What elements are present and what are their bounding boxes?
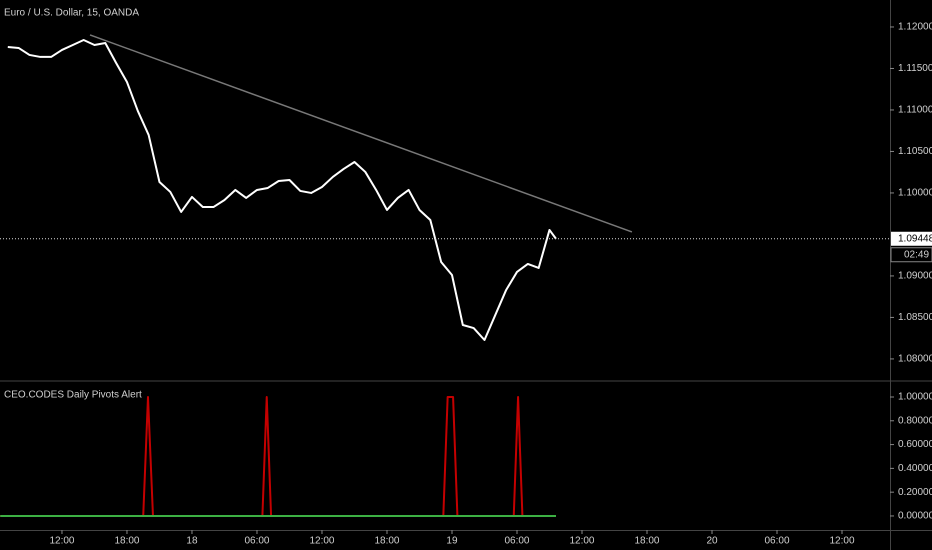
x-tick-label: 06:00: [244, 536, 269, 547]
x-tick-label: 12:00: [829, 536, 854, 547]
countdown-box: [890, 247, 932, 263]
y-tick-label: 1.10500: [898, 146, 932, 157]
x-tick-label: 06:00: [764, 536, 789, 547]
x-tick-label: 12:00: [49, 536, 74, 547]
indicator-title: CEO.CODES Daily Pivots Alert: [4, 390, 142, 401]
y-tick-label: 1.09000: [898, 271, 932, 282]
x-tick-label: 18: [186, 536, 198, 547]
x-tick-label: 20: [706, 536, 718, 547]
y-tick-label: 1.00000: [898, 392, 932, 403]
chart-title: Euro / U.S. Dollar, 15, OANDA: [4, 8, 139, 19]
y-tick-label: 0.40000: [898, 463, 932, 474]
y-tick-label: 1.08500: [898, 312, 932, 323]
x-tick-label: 19: [446, 536, 458, 547]
x-tick-label: 12:00: [309, 536, 334, 547]
countdown-label: 02:49: [904, 249, 929, 260]
last-price-box: [891, 231, 932, 246]
x-tick-label: 18:00: [634, 536, 659, 547]
x-tick-label: 18:00: [374, 536, 399, 547]
x-tick-label: 12:00: [569, 536, 594, 547]
trendline: [89, 34, 633, 233]
y-tick-label: 1.10000: [898, 188, 932, 199]
y-tick-label: 1.12000: [898, 22, 932, 33]
y-tick-label: 1.11000: [898, 105, 932, 116]
x-tick-label: 18:00: [114, 536, 139, 547]
last-price-label: 1.09448: [898, 233, 932, 244]
y-tick-label: 1.11500: [898, 63, 932, 74]
y-tick-label: 0.80000: [898, 415, 932, 426]
y-tick-label: 0.20000: [898, 487, 932, 498]
y-tick-label: 1.08000: [898, 354, 932, 365]
y-tick-label: 0.60000: [898, 439, 932, 450]
x-tick-label: 06:00: [504, 536, 529, 547]
series-line: [7, 39, 557, 341]
y-tick-label: 0.00000: [898, 511, 932, 522]
